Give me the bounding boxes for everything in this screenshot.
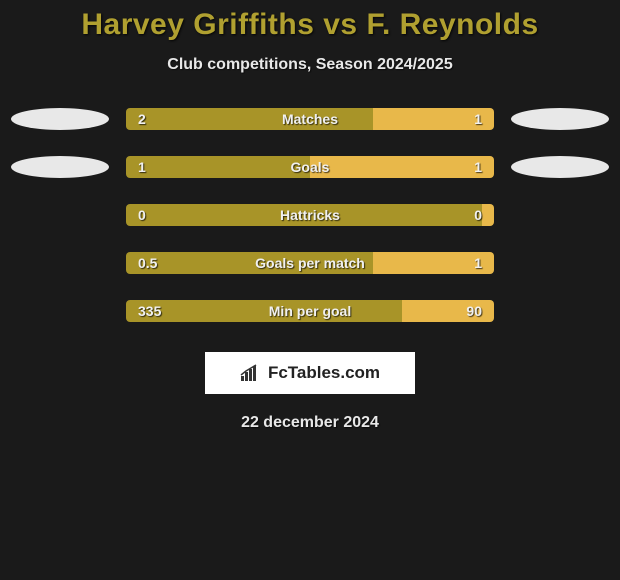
stat-row: 11Goals	[8, 156, 612, 178]
oval-icon	[511, 156, 609, 178]
stat-label: Min per goal	[269, 303, 351, 319]
oval-icon	[11, 156, 109, 178]
stat-label: Matches	[282, 111, 338, 127]
stat-bar: 21Matches	[126, 108, 494, 130]
stat-label: Hattricks	[280, 207, 340, 223]
stat-right-value: 1	[310, 156, 494, 178]
player-left-marker	[8, 108, 112, 130]
player-right-marker	[508, 156, 612, 178]
stat-right-value: 1	[373, 108, 494, 130]
stat-bar: 0.51Goals per match	[126, 252, 494, 274]
stat-right-value: 90	[402, 300, 494, 322]
stat-right-value: 0	[482, 204, 494, 226]
stat-row: 21Matches	[8, 108, 612, 130]
page-subtitle: Club competitions, Season 2024/2025	[0, 56, 620, 74]
player-left-marker	[8, 156, 112, 178]
page-title: Harvey Griffiths vs F. Reynolds	[0, 8, 620, 42]
stat-bar: 00Hattricks	[126, 204, 494, 226]
stat-bar: 11Goals	[126, 156, 494, 178]
branding-badge[interactable]: FcTables.com	[205, 352, 415, 394]
stat-row: 00Hattricks	[8, 204, 612, 226]
stat-label: Goals per match	[255, 255, 365, 271]
oval-icon	[11, 108, 109, 130]
stat-left-value: 1	[126, 156, 310, 178]
stats-grid: 21Matches11Goals00Hattricks0.51Goals per…	[0, 108, 620, 322]
player-right-marker	[508, 108, 612, 130]
branding-text: FcTables.com	[268, 363, 380, 383]
comparison-widget: Harvey Griffiths vs F. Reynolds Club com…	[0, 0, 620, 432]
stat-row: 33590 Min per goal	[8, 300, 612, 322]
footer-date: 22 december 2024	[0, 414, 620, 432]
stat-bar: 33590 Min per goal	[126, 300, 494, 322]
oval-icon	[511, 108, 609, 130]
stat-row: 0.51Goals per match	[8, 252, 612, 274]
stat-label: Goals	[291, 159, 330, 175]
stat-right-value: 1	[373, 252, 494, 274]
barchart-icon	[240, 364, 262, 382]
stat-left-value: 335	[126, 300, 402, 322]
